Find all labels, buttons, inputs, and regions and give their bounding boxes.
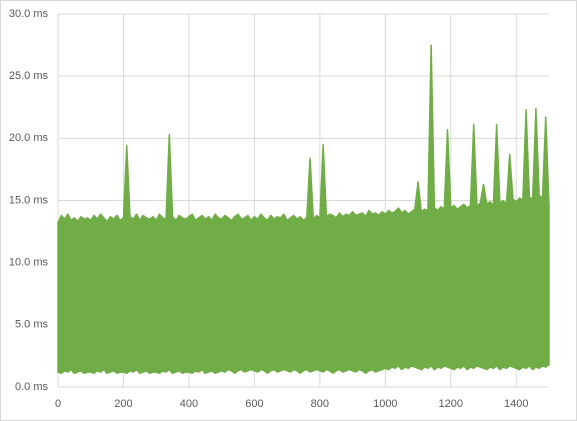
- x-tick-label: 400: [180, 398, 198, 410]
- y-tick-label: 5.0 ms: [15, 319, 49, 331]
- y-tick-label: 0.0 ms: [15, 381, 49, 393]
- x-tick-label: 600: [245, 398, 263, 410]
- x-tick-label: 1200: [439, 398, 463, 410]
- y-tick-label: 25.0 ms: [9, 70, 49, 82]
- x-tick-label: 1400: [504, 398, 528, 410]
- x-tick-label: 1000: [373, 398, 397, 410]
- x-tick-label: 800: [311, 398, 329, 410]
- y-tick-label: 10.0 ms: [9, 257, 49, 269]
- x-tick-label: 0: [55, 398, 61, 410]
- y-tick-label: 30.0 ms: [9, 8, 49, 20]
- y-tick-label: 20.0 ms: [9, 132, 49, 144]
- y-tick-label: 15.0 ms: [9, 194, 49, 206]
- range-area: [57, 44, 550, 375]
- x-tick-label: 200: [114, 398, 132, 410]
